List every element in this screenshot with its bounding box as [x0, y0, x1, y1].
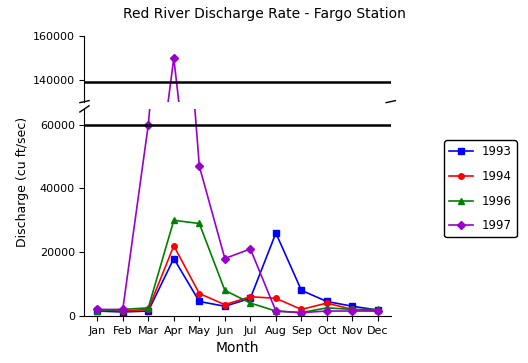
1994 — [222, 302, 228, 307]
1997 — [375, 309, 381, 313]
1993 — [272, 326, 279, 330]
1994 — [247, 294, 253, 299]
1997 — [349, 309, 355, 313]
1996 — [375, 307, 381, 311]
1993 — [171, 343, 177, 348]
1997 — [247, 337, 253, 341]
1996 — [145, 306, 152, 310]
1993 — [298, 288, 305, 293]
1993 — [272, 231, 279, 235]
1994 — [171, 244, 177, 248]
1993 — [119, 310, 126, 314]
1996 — [119, 307, 126, 311]
1996 — [222, 288, 228, 293]
1993 — [324, 299, 330, 304]
1993 — [349, 304, 355, 309]
1993 — [222, 304, 228, 309]
Line: 1994: 1994 — [95, 334, 381, 363]
1993 — [247, 296, 253, 301]
1996 — [171, 218, 177, 223]
1997 — [145, 123, 152, 127]
1997 — [222, 343, 228, 348]
X-axis label: Month: Month — [216, 341, 259, 355]
1996 — [171, 317, 177, 322]
1994 — [298, 307, 305, 311]
Text: Red River Discharge Rate - Fargo Station: Red River Discharge Rate - Fargo Station — [122, 7, 406, 21]
1997 — [196, 280, 203, 285]
Legend: 1993, 1994, 1996, 1997: 1993, 1994, 1996, 1997 — [445, 140, 517, 237]
1994 — [272, 296, 279, 301]
Line: 1993: 1993 — [95, 230, 381, 315]
Line: 1994: 1994 — [95, 243, 381, 314]
1994 — [349, 307, 355, 311]
1993 — [171, 256, 177, 261]
1996 — [196, 319, 203, 324]
1993 — [196, 299, 203, 304]
1996 — [298, 310, 305, 315]
Line: 1996: 1996 — [95, 317, 381, 363]
Line: 1997: 1997 — [95, 0, 381, 315]
Text: Discharge (cu ft/sec): Discharge (cu ft/sec) — [16, 117, 29, 246]
1997 — [298, 310, 305, 315]
1996 — [324, 306, 330, 310]
1997 — [145, 252, 152, 256]
1997 — [119, 307, 126, 311]
1993 — [375, 308, 381, 312]
Line: 1997: 1997 — [95, 55, 381, 363]
1996 — [349, 307, 355, 311]
Line: 1996: 1996 — [95, 217, 381, 315]
1994 — [196, 291, 203, 296]
Line: 1993: 1993 — [95, 325, 381, 363]
1996 — [196, 221, 203, 226]
1994 — [94, 307, 100, 311]
1997 — [272, 309, 279, 313]
1997 — [324, 309, 330, 313]
1997 — [222, 256, 228, 261]
1993 — [145, 309, 152, 313]
1993 — [94, 309, 100, 313]
1996 — [247, 301, 253, 305]
1994 — [145, 307, 152, 311]
1994 — [375, 309, 381, 313]
1996 — [272, 309, 279, 313]
1996 — [94, 309, 100, 313]
1994 — [171, 335, 177, 339]
1997 — [171, 56, 177, 60]
1994 — [119, 309, 126, 313]
1994 — [324, 301, 330, 305]
1997 — [94, 307, 100, 311]
1997 — [196, 164, 203, 168]
1997 — [247, 247, 253, 251]
